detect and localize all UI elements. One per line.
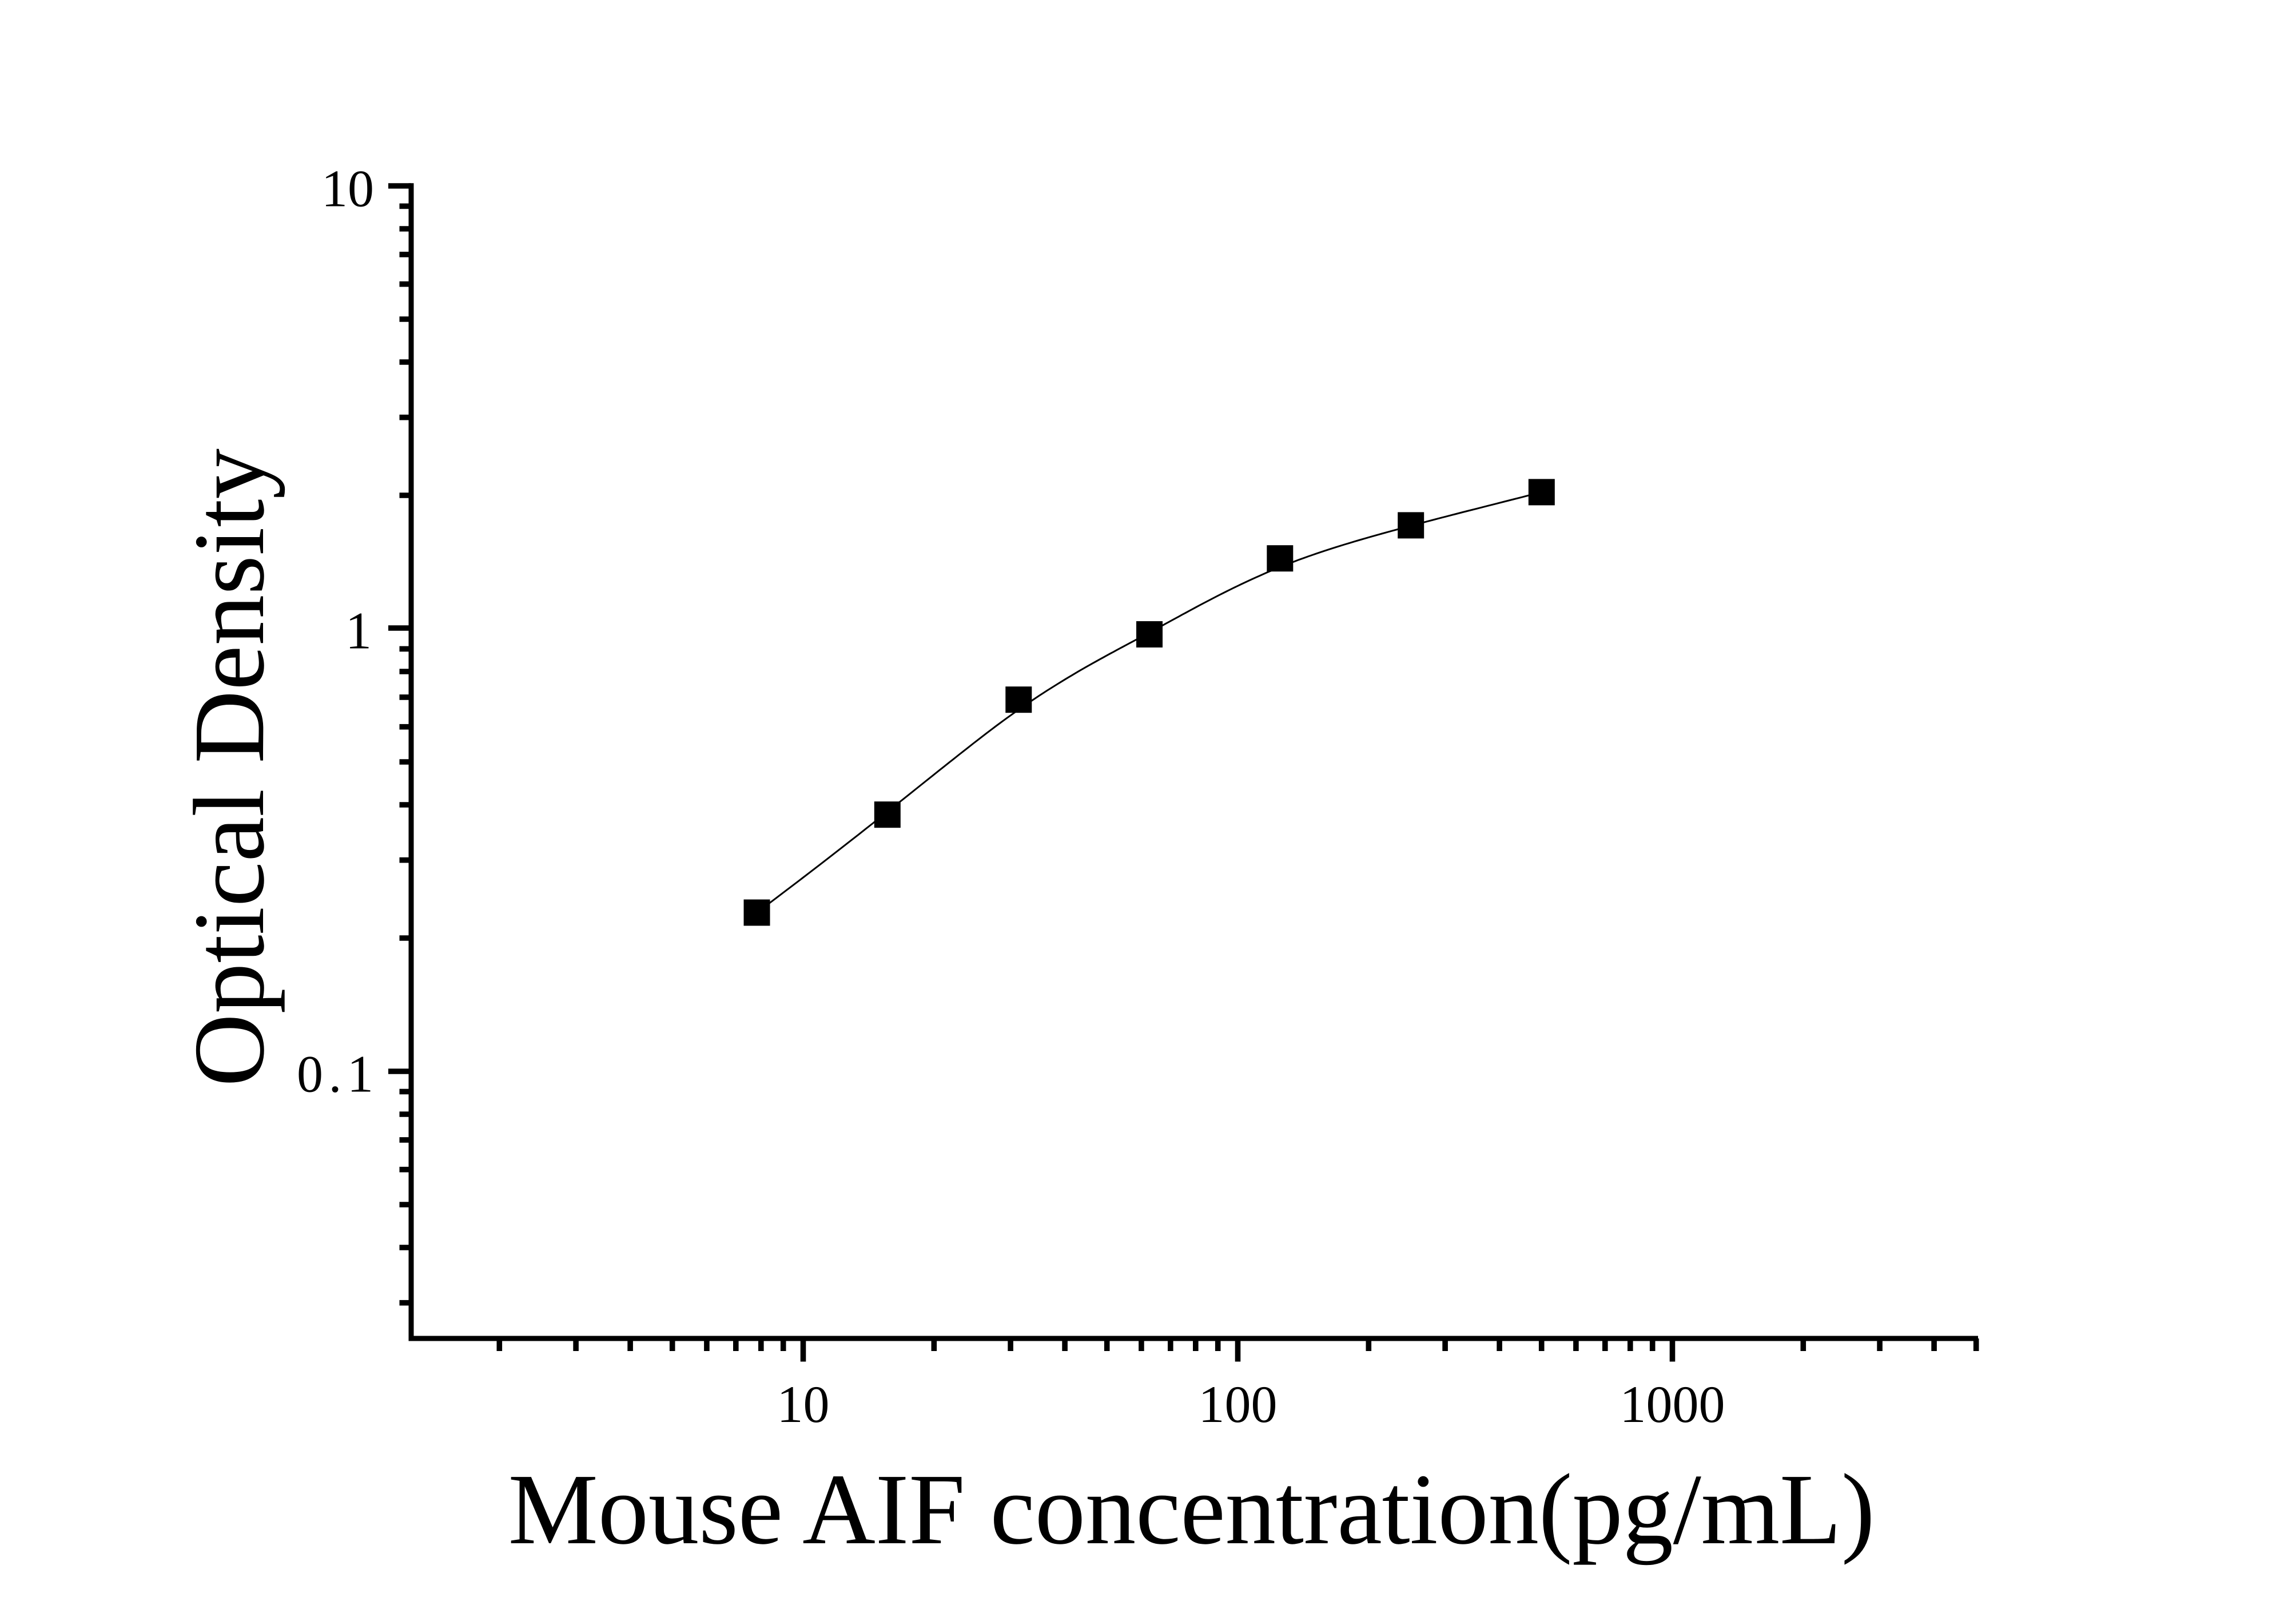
svg-text:0.1: 0.1 [297,1045,379,1103]
svg-text:1: 1 [345,602,372,660]
svg-text:10: 10 [321,160,374,218]
svg-text:10: 10 [777,1375,830,1433]
svg-text:Optical Density: Optical Density [173,448,285,1087]
svg-text:100: 100 [1199,1375,1278,1433]
svg-text:Mouse AIF concentration(pg/mL): Mouse AIF concentration(pg/mL) [508,1453,1875,1566]
svg-text:1000: 1000 [1620,1375,1725,1433]
